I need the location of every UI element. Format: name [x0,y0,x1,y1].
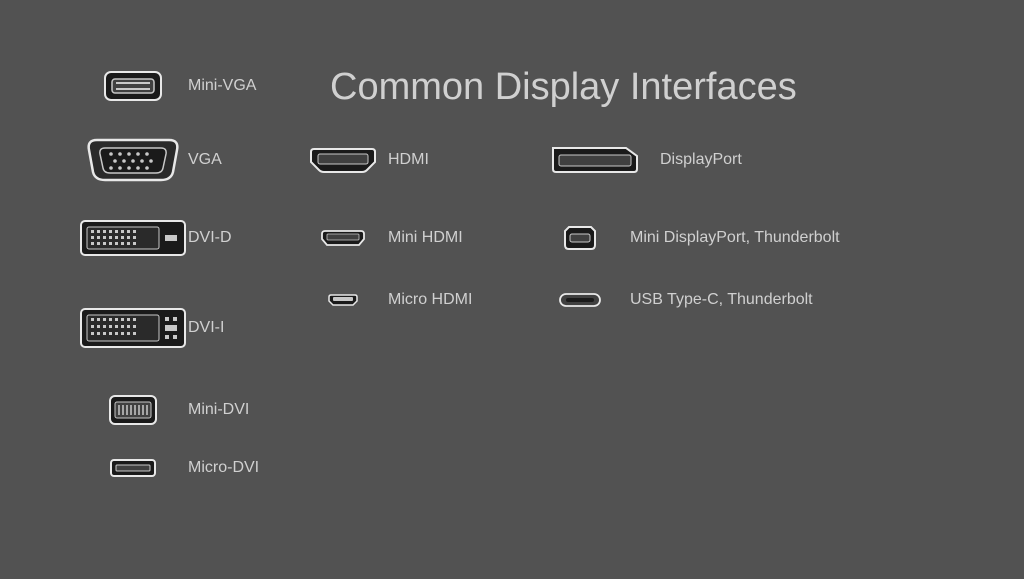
mini-dvi-icon [78,380,188,440]
connector-label: HDMI [388,151,429,169]
connector-dvi-d: DVI-D [78,208,232,268]
connector-dvi-i: DVI-I [78,298,224,358]
displayport-icon [530,130,660,190]
mini-displayport-icon [530,208,630,268]
connector-micro-dvi: Micro-DVI [78,438,259,498]
connector-mini-dvi: Mini-DVI [78,380,249,440]
connector-label: DVI-I [188,319,224,337]
mini-hdmi-icon [298,208,388,268]
connector-hdmi: HDMI [298,130,429,190]
hdmi-icon [298,130,388,190]
connector-label: VGA [188,151,222,169]
connector-label: Micro-DVI [188,459,259,477]
micro-dvi-icon [78,438,188,498]
connector-label: DisplayPort [660,151,742,169]
connector-label: USB Type-C, Thunderbolt [630,291,813,309]
micro-hdmi-icon [298,270,388,330]
mini-vga-icon [78,56,188,116]
connector-label: Mini-DVI [188,401,249,419]
connector-mini-displayport: Mini DisplayPort, Thunderbolt [530,208,840,268]
usb-c-icon [530,270,630,330]
connector-displayport: DisplayPort [530,130,742,190]
connector-label: DVI-D [188,229,232,247]
page-title: Common Display Interfaces [330,66,797,109]
connector-micro-hdmi: Micro HDMI [298,270,472,330]
connector-label: Mini-VGA [188,77,256,95]
dvi-d-icon [78,208,188,268]
connector-label: Mini DisplayPort, Thunderbolt [630,229,840,247]
connector-mini-vga: Mini-VGA [78,56,256,116]
connector-mini-hdmi: Mini HDMI [298,208,463,268]
connector-usb-c: USB Type-C, Thunderbolt [530,270,813,330]
connector-label: Mini HDMI [388,229,463,247]
vga-icon [78,130,188,190]
connector-vga: VGA [78,130,222,190]
dvi-i-icon [78,298,188,358]
connector-label: Micro HDMI [388,291,472,309]
